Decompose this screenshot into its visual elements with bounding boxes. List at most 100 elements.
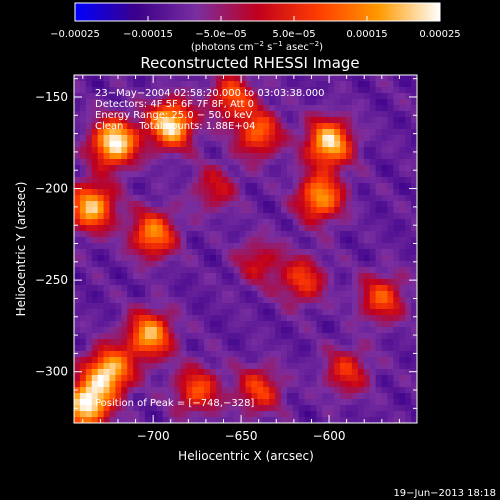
heatmap-cell: [210, 321, 217, 328]
heatmap-cell: [85, 117, 93, 124]
heatmap-cell: [375, 339, 383, 346]
heatmap-cell: [257, 309, 264, 316]
heatmap-cell: [322, 363, 329, 370]
heatmap-cell: [263, 393, 270, 400]
heatmap-cell: [198, 189, 205, 196]
heatmap-cell: [180, 225, 187, 232]
heatmap-cell: [156, 135, 164, 142]
heatmap-cell: [304, 153, 312, 160]
heatmap-cell: [97, 135, 105, 142]
heatmap-cell: [227, 273, 235, 280]
heatmap-cell: [286, 267, 294, 274]
y-axis-ticks: −150−200−250−300: [35, 78, 417, 409]
heatmap-cell: [334, 375, 341, 382]
heatmap-cell: [263, 159, 270, 166]
heatmap-cell: [363, 267, 371, 274]
heatmap-cell: [280, 357, 288, 364]
heatmap-cell: [139, 105, 146, 112]
heatmap-cell: [198, 333, 205, 340]
heatmap-cell: [357, 249, 365, 256]
heatmap-cell: [139, 285, 146, 292]
heatmap-cell: [310, 93, 318, 100]
heatmap-cell: [269, 141, 276, 148]
heatmap-cell: [186, 369, 193, 376]
heatmap-cell: [393, 327, 400, 334]
heatmap-cell: [275, 339, 282, 346]
heatmap-cell: [310, 363, 318, 370]
heatmap-cell: [280, 255, 288, 262]
heatmap-cell: [221, 363, 229, 370]
heatmap-cell: [346, 333, 353, 340]
heatmap-cell: [304, 87, 312, 94]
heatmap-cell: [74, 165, 81, 172]
heatmap-cell: [245, 201, 253, 208]
heatmap-cell: [144, 381, 152, 388]
heatmap-cell: [79, 177, 87, 184]
heatmap-cell: [257, 327, 264, 334]
heatmap-cell: [357, 369, 365, 376]
heatmap-cell: [174, 321, 182, 328]
heatmap-cell: [79, 279, 87, 286]
heatmap-cell: [180, 345, 187, 352]
heatmap-cell: [91, 147, 99, 154]
heatmap-cell: [91, 249, 99, 256]
heatmap-cell: [351, 351, 359, 358]
heatmap-cell: [340, 219, 347, 226]
heatmap-cell: [263, 387, 270, 394]
heatmap-cell: [103, 321, 111, 328]
heatmap-cell: [393, 357, 400, 364]
heatmap-cell: [85, 225, 93, 232]
heatmap-cell: [85, 363, 93, 370]
heatmap-cell: [156, 399, 164, 406]
heatmap-cell: [310, 153, 318, 160]
heatmap-cell: [168, 261, 176, 268]
heatmap-cell: [97, 279, 105, 286]
heatmap-cell: [221, 87, 229, 94]
heatmap-cell: [280, 123, 288, 130]
heatmap-cell: [411, 171, 417, 178]
heatmap-cell: [346, 75, 353, 82]
heatmap-cell: [198, 375, 205, 382]
heatmap-cell: [316, 417, 323, 423]
heatmap-cell: [304, 129, 312, 136]
heatmap-cell: [393, 219, 400, 226]
heatmap-cell: [316, 159, 323, 166]
heatmap-cell: [192, 219, 199, 226]
heatmap-cell: [328, 243, 335, 250]
heatmap-cell: [322, 273, 329, 280]
heatmap-cell: [257, 189, 264, 196]
heatmap-cell: [198, 81, 205, 88]
heatmap-cell: [215, 285, 223, 292]
heatmap-cell: [85, 339, 93, 346]
heatmap-cell: [239, 177, 247, 184]
heatmap-cell: [215, 243, 223, 250]
heatmap-cell: [233, 111, 241, 118]
heatmap-cell: [215, 249, 223, 256]
heatmap-cell: [192, 93, 199, 100]
heatmap-cell: [79, 213, 87, 220]
heatmap-cell: [381, 99, 389, 106]
heatmap-cell: [162, 369, 170, 376]
heatmap-cell: [233, 225, 241, 232]
heatmap-cell: [103, 147, 111, 154]
heatmap-cell: [351, 285, 359, 292]
heatmap-cell: [97, 243, 105, 250]
heatmap-cell: [144, 153, 152, 160]
heatmap-cell: [357, 105, 365, 112]
heatmap-cell: [375, 189, 383, 196]
heatmap-cell: [310, 207, 318, 214]
heatmap-cell: [340, 105, 347, 112]
heatmap-cell: [399, 345, 406, 352]
heatmap-cell: [121, 129, 128, 136]
heatmap-cell: [198, 99, 205, 106]
heatmap-cell: [156, 81, 164, 88]
heatmap-cell: [133, 255, 140, 262]
heatmap-cell: [369, 135, 377, 142]
heatmap-cell: [121, 117, 128, 124]
heatmap-cell: [192, 99, 199, 106]
heatmap-cell: [275, 267, 282, 274]
heatmap-cell: [91, 351, 99, 358]
heatmap-cell: [399, 93, 406, 100]
heatmap-cell: [369, 195, 377, 202]
heatmap-cell: [85, 147, 93, 154]
